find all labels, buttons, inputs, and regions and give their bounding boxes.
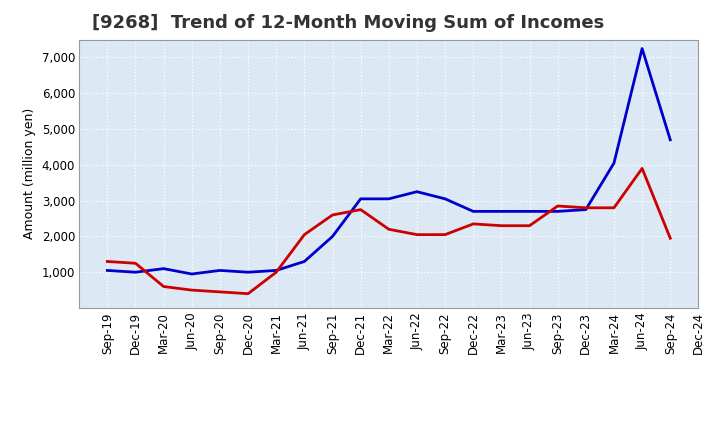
Net Income (554, 203, 562, 209)
Net Income (328, 213, 337, 218)
Ordinary Income (413, 189, 421, 194)
Ordinary Income (159, 266, 168, 271)
Ordinary Income (582, 207, 590, 212)
Net Income (441, 232, 449, 237)
Net Income (187, 287, 196, 293)
Net Income (356, 207, 365, 212)
Ordinary Income (187, 271, 196, 277)
Ordinary Income (103, 268, 112, 273)
Text: [9268]  Trend of 12-Month Moving Sum of Incomes: [9268] Trend of 12-Month Moving Sum of I… (91, 15, 604, 33)
Net Income (131, 260, 140, 266)
Net Income (159, 284, 168, 289)
Ordinary Income (131, 270, 140, 275)
Ordinary Income (497, 209, 505, 214)
Net Income (244, 291, 253, 296)
Ordinary Income (638, 46, 647, 51)
Net Income (469, 221, 477, 227)
Net Income (272, 270, 281, 275)
Ordinary Income (666, 137, 675, 143)
Ordinary Income (441, 196, 449, 202)
Ordinary Income (525, 209, 534, 214)
Ordinary Income (328, 234, 337, 239)
Net Income (413, 232, 421, 237)
Net Income (638, 166, 647, 171)
Net Income (497, 223, 505, 228)
Net Income (215, 289, 224, 294)
Ordinary Income (272, 268, 281, 273)
Net Income (103, 259, 112, 264)
Ordinary Income (384, 196, 393, 202)
Y-axis label: Amount (million yen): Amount (million yen) (23, 108, 36, 239)
Ordinary Income (469, 209, 477, 214)
Ordinary Income (244, 270, 253, 275)
Net Income (666, 235, 675, 241)
Net Income (384, 227, 393, 232)
Line: Net Income: Net Income (107, 169, 670, 293)
Net Income (525, 223, 534, 228)
Ordinary Income (610, 161, 618, 166)
Net Income (582, 205, 590, 210)
Ordinary Income (356, 196, 365, 202)
Net Income (610, 205, 618, 210)
Ordinary Income (300, 259, 309, 264)
Ordinary Income (215, 268, 224, 273)
Net Income (300, 232, 309, 237)
Ordinary Income (554, 209, 562, 214)
Line: Ordinary Income: Ordinary Income (107, 48, 670, 274)
